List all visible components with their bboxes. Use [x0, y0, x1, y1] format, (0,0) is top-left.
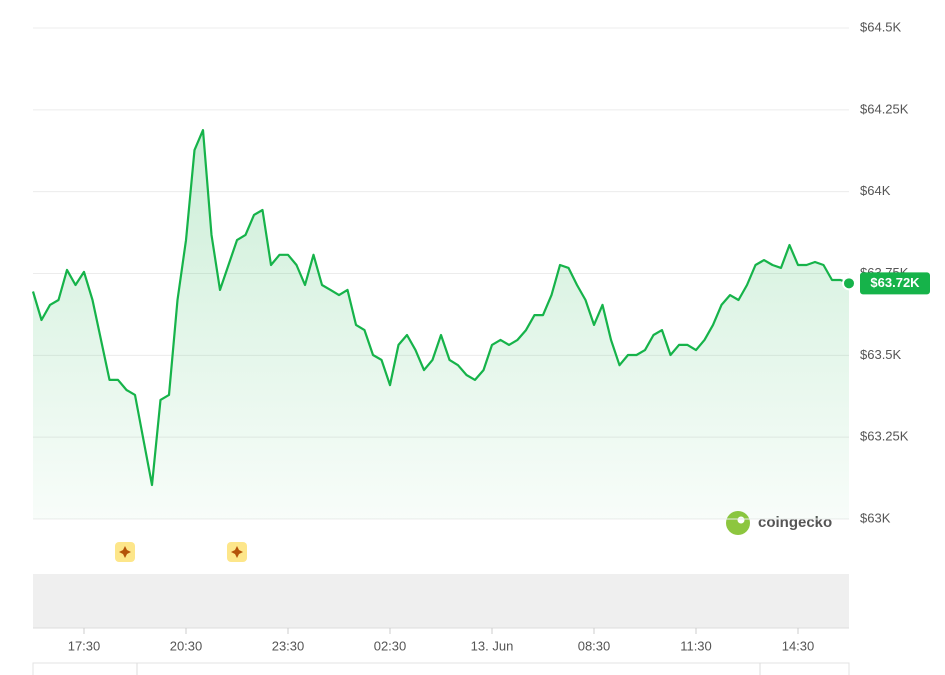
x-tick-label: 20:30: [170, 638, 203, 653]
event-marker[interactable]: [115, 542, 135, 562]
x-tick-label: 08:30: [578, 638, 611, 653]
x-tick-label: 17:30: [68, 638, 101, 653]
x-tick-label: 13. Jun: [471, 638, 514, 653]
y-tick-label: $64K: [860, 183, 891, 198]
x-tick-label: 23:30: [272, 638, 305, 653]
y-tick-label: $63.25K: [860, 429, 909, 444]
price-tag: [860, 272, 930, 295]
navigator: [32, 662, 850, 675]
y-tick-label: $63.5K: [860, 347, 902, 362]
x-tick-label: 02:30: [374, 638, 407, 653]
y-tick-label: $63K: [860, 510, 891, 525]
y-tick-label: $64.5K: [860, 19, 902, 34]
area: [33, 130, 849, 519]
volume-band: [33, 574, 849, 628]
x-tick-label: 11:30: [680, 638, 712, 653]
price-line: [31, 129, 850, 487]
price-tag-label: $63.72K: [870, 275, 920, 290]
x-tick-label: 14:30: [782, 638, 815, 653]
event-marker[interactable]: [227, 542, 247, 562]
y-tick-label: $64.25K: [860, 101, 909, 116]
last-point: [842, 276, 856, 291]
